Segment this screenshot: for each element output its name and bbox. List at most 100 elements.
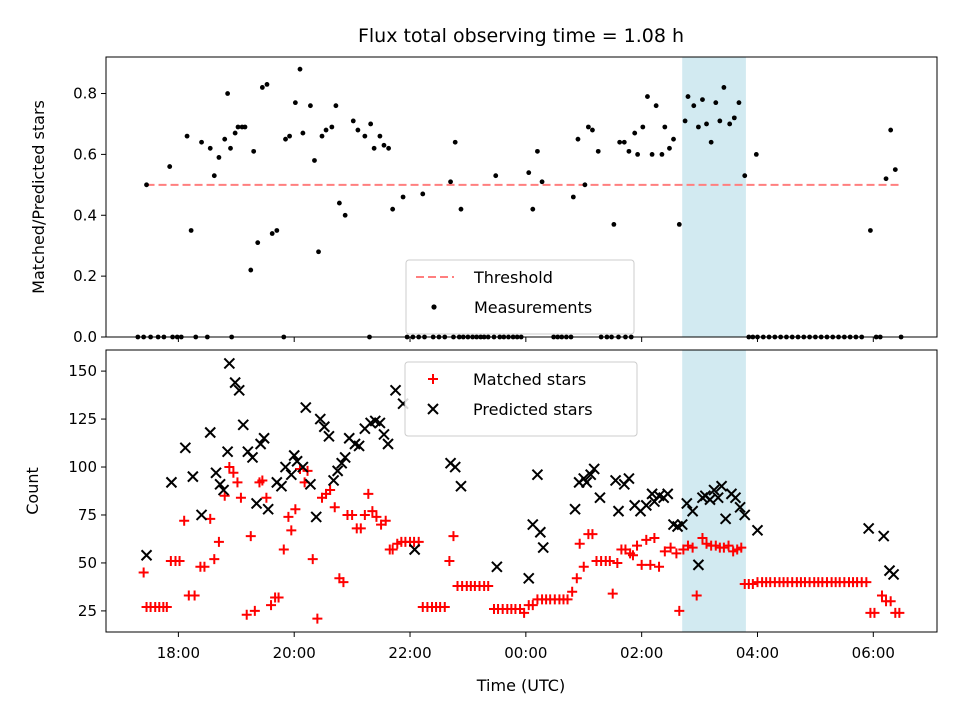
predicted-star-point: [221, 445, 234, 458]
measurement-point: [381, 142, 387, 148]
matched-star-point: [736, 542, 747, 553]
measurement-point: [731, 115, 737, 121]
measurement-point: [308, 103, 313, 109]
measurement-point: [626, 148, 632, 154]
predicted-star-point: [534, 526, 547, 538]
matched-star-point: [286, 525, 297, 536]
predicted-star-point: [382, 438, 394, 450]
predicted-star-point: [214, 478, 226, 490]
matched-star-point: [894, 607, 905, 618]
matched-star-point: [674, 605, 685, 616]
matched-star-point: [161, 602, 172, 613]
measurement-point: [621, 139, 627, 145]
predicted-star-point: [408, 543, 421, 556]
predicted-star-point: [210, 467, 222, 479]
predicted-star-point: [449, 461, 461, 473]
measurement-point: [242, 124, 248, 130]
matched-star-point: [701, 538, 712, 549]
matched-star-point: [209, 554, 220, 565]
measurement-point: [225, 91, 231, 96]
chart-title: Flux total observing time = 1.08 h: [358, 25, 684, 47]
legend: Matched stars Predicted stars: [404, 361, 638, 437]
matched-star-point: [138, 567, 149, 578]
measurement-point: [682, 118, 688, 124]
measurement-point: [316, 249, 321, 255]
predicted-star-point: [258, 432, 270, 444]
y-tick-label: 0.8: [73, 85, 97, 103]
matched-star-point: [329, 502, 340, 513]
matched-star-point: [241, 609, 252, 620]
measurement-point: [336, 200, 342, 206]
measurement-point: [645, 94, 650, 99]
predicted-star-point: [378, 428, 390, 441]
measurement-point: [420, 191, 426, 197]
measurement-point: [708, 139, 714, 145]
measurement-point: [292, 100, 298, 106]
legend-box: [405, 259, 635, 335]
measurement-point: [696, 124, 701, 130]
measurement-point: [207, 145, 213, 151]
predicted-star-point: [179, 442, 192, 454]
measurement-point: [167, 164, 173, 169]
measurement-point: [883, 176, 889, 182]
predicted-star-point: [692, 559, 705, 571]
matched-star-point: [444, 556, 455, 567]
matched-star-point: [325, 485, 336, 496]
measurement-point: [350, 118, 356, 124]
predicted-star-point: [310, 511, 322, 523]
predicted-star-point: [588, 463, 600, 475]
matched-star-point: [179, 515, 190, 526]
matched-star-point: [232, 477, 243, 488]
predicted-star-point: [331, 465, 344, 477]
y-tick-label: 25: [78, 602, 97, 620]
predicted-star-point: [676, 518, 688, 531]
predicted-star-point: [704, 493, 716, 506]
measurement-point: [753, 151, 759, 157]
measurement-point: [632, 130, 638, 136]
matched-star-point: [278, 544, 289, 555]
plot-frame: [105, 349, 938, 633]
measurement-point: [448, 179, 453, 185]
x-tick-label: 04:00: [736, 644, 779, 662]
predicted-star-point: [195, 509, 208, 521]
matched-star-point: [697, 533, 708, 543]
matched-star-point: [283, 511, 294, 522]
measurement-point: [640, 124, 646, 130]
legend-label: Predicted stars: [473, 400, 593, 419]
matched-star-point: [571, 573, 582, 584]
matched-star-point: [607, 588, 618, 599]
predicted-star-point: [353, 440, 365, 452]
predicted-star-point: [279, 461, 292, 473]
matched-star-point: [174, 556, 185, 567]
legend-predicted-swatch: [427, 403, 439, 415]
measurement-point: [659, 151, 665, 157]
predicted-star-point: [751, 524, 764, 537]
measurement-point: [452, 139, 458, 145]
measurement-point: [368, 121, 374, 127]
measurement-point: [329, 124, 335, 130]
predicted-star-point: [612, 505, 625, 517]
predicted-star-point: [609, 474, 622, 487]
matched-star-point: [380, 515, 391, 526]
predicted-star-point: [686, 505, 699, 517]
measurement-point: [188, 228, 194, 233]
matched-star-point: [869, 607, 880, 618]
matched-star-point: [876, 590, 887, 601]
predicted-star-point: [523, 572, 535, 584]
predicted-star-point: [862, 522, 875, 535]
measurement-point: [235, 124, 241, 130]
measurement-point: [691, 103, 697, 109]
predicted-star-point: [640, 499, 653, 512]
predicted-star-point: [537, 541, 549, 554]
measurement-point: [736, 100, 742, 106]
matched-star-point: [189, 590, 200, 601]
measurement-point: [355, 127, 361, 133]
matched-star-point: [199, 561, 210, 572]
x-tick-label: 06:00: [852, 644, 895, 662]
matched-star-point: [687, 542, 698, 553]
predicted-star-point: [304, 478, 317, 490]
series-x-markers: [140, 357, 900, 584]
measurement-point: [386, 145, 391, 151]
predicted-star-point: [140, 549, 153, 561]
measurement-point: [526, 170, 532, 176]
